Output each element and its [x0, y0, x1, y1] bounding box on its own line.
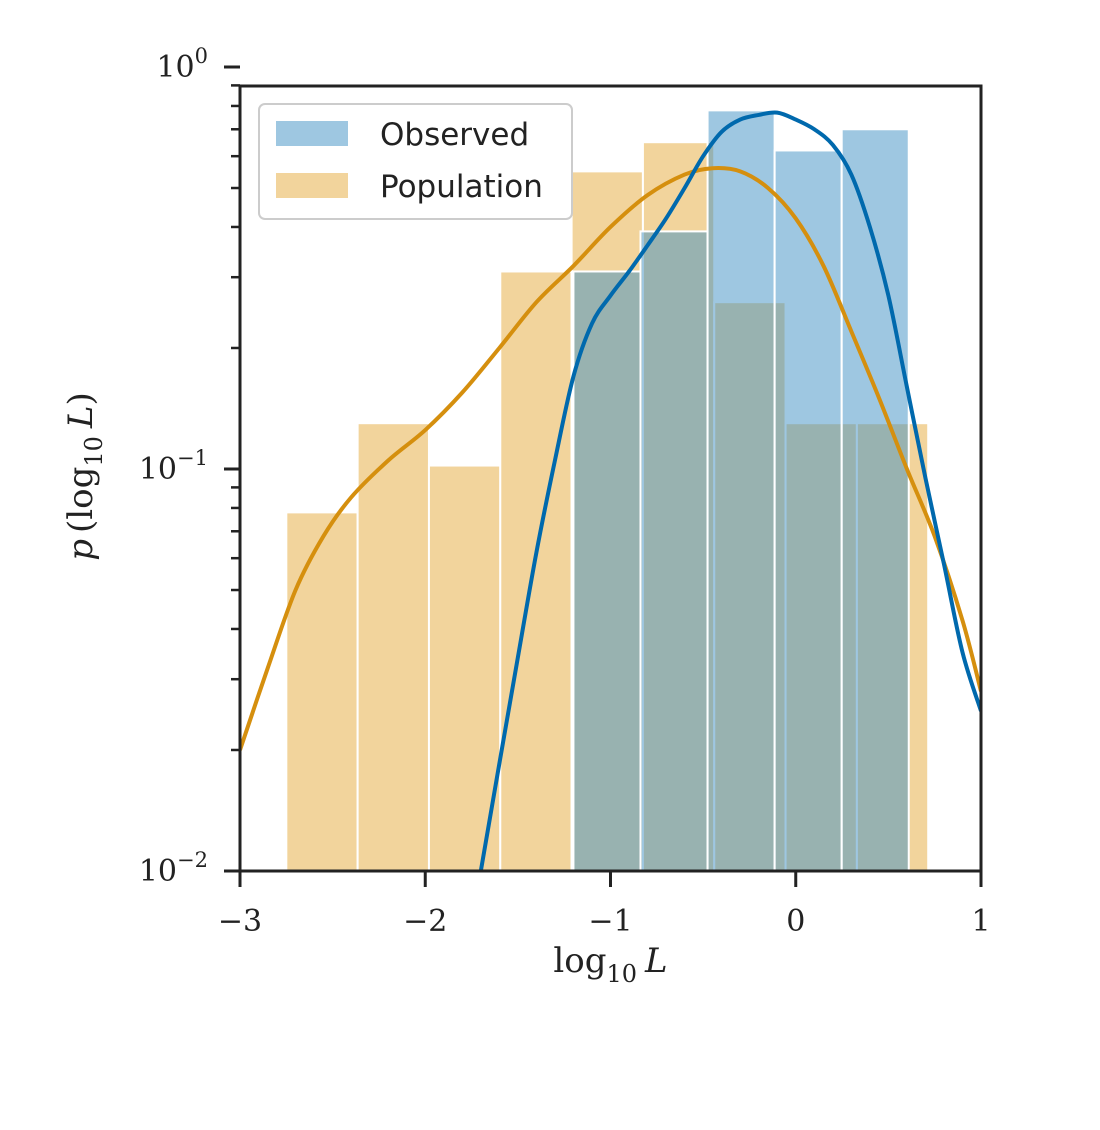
kde-curves [240, 110, 981, 871]
y-tick-label: 10−2 [139, 848, 208, 889]
y-axis-label: p (log10 L) [61, 392, 108, 561]
observed-bar [639, 230, 709, 871]
observed-curve [478, 110, 981, 871]
population-legend-label: Population [380, 169, 543, 205]
observed-legend-swatch [276, 121, 348, 146]
y-axis-label-function: p [61, 539, 101, 561]
y-tick-label: 100 [156, 44, 208, 85]
observed-bar [706, 109, 776, 871]
population-bar [499, 270, 573, 871]
x-tick-label: −1 [588, 904, 632, 939]
y-axis-label-variable: L [61, 406, 101, 430]
x-tick-label: 0 [786, 904, 805, 939]
x-axis-label-variable: L [644, 941, 668, 981]
x-tick-label: −2 [403, 904, 447, 939]
y-minor-ticks [231, 84, 240, 752]
x-tick-label: −3 [218, 904, 262, 939]
y-tick-label: 10−1 [139, 446, 208, 487]
observed-bar [773, 149, 843, 871]
population-bar [356, 422, 430, 871]
observed-bar [840, 128, 910, 871]
observed-histogram [572, 109, 910, 871]
x-axis-ticks: −3 −2 −1 0 1 [218, 871, 991, 939]
plot-area [240, 109, 981, 871]
population-bar [285, 511, 359, 871]
x-axis-label-base: log [553, 941, 606, 981]
observed-legend-label: Observed [380, 117, 529, 153]
x-axis-label-subscript: 10 [606, 960, 637, 988]
y-axis-label-open-paren: ( [61, 520, 101, 533]
x-tick-label: 1 [971, 904, 990, 939]
observed-bar [572, 270, 642, 871]
y-axis-ticks: 100 10−1 10−2 [139, 44, 240, 889]
population-legend-swatch [276, 173, 348, 198]
population-curve [240, 166, 981, 751]
y-axis-label-close-paren: ) [61, 392, 101, 405]
x-axis-label: log10 L [553, 941, 667, 988]
legend: Observed Population [258, 103, 573, 220]
y-axis-label-base: log [61, 467, 101, 520]
population-bar [427, 464, 502, 871]
y-axis-label-subscript: 10 [80, 436, 108, 467]
